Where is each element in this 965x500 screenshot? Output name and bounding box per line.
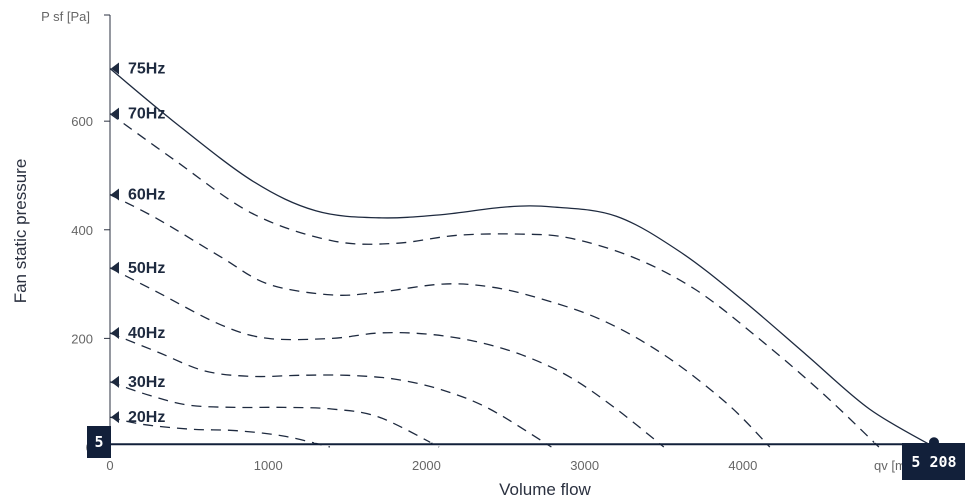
curve-label-20hz: 20Hz [128,409,165,426]
curve-40hz [109,332,552,448]
x-tick-label: 0 [106,458,113,473]
axes [104,14,111,447]
x-ticks: 0 1000 2000 3000 4000 [106,458,757,473]
x-unit-label: qv [m [874,458,906,473]
y-axis-title: Fan static pressure [11,159,30,304]
curve-label-40hz: 40Hz [128,325,165,342]
curve-label-50hz: 50Hz [128,260,165,277]
x-value-badge-bg [902,443,965,480]
x-tick-label: 1000 [254,458,283,473]
curve-30hz [109,381,440,448]
curve-labels: 75Hz 70Hz 60Hz 50Hz 40Hz 30Hz 20Hz [111,60,165,426]
y-value-badge-bg [87,426,111,458]
curve-marker-70hz [111,107,119,120]
curve-50hz [109,267,665,448]
x-tick-label: 4000 [728,458,757,473]
curves [109,68,935,448]
curve-label-70hz: 70Hz [128,106,165,123]
curve-label-75hz: 75Hz [128,60,165,77]
x-tick-label: 3000 [570,458,599,473]
y-tick-label: 200 [71,331,93,346]
x-value-badge-text: 5 208 [911,453,956,471]
curve-20hz [109,416,331,448]
curve-marker-40hz [111,326,119,339]
y-unit-label: P sf [Pa] [41,9,90,24]
curve-marker-30hz [111,375,119,388]
curve-60hz [109,193,771,448]
y-value-badge-text: 5 [94,433,103,451]
curve-label-30hz: 30Hz [128,374,165,391]
y-value-badge: 5 [87,426,111,458]
curve-marker-60hz [111,188,119,201]
operating-point[interactable] [110,437,939,448]
x-axis-title: Volume flow [499,480,591,499]
y-tick-label: 400 [71,223,93,238]
curve-70hz [109,113,880,448]
curve-75hz [109,68,935,448]
curve-marker-20hz [111,411,119,424]
y-ticks: 0200400600 [71,114,110,455]
curve-marker-75hz [111,62,119,75]
x-value-badge: 5 208 [902,443,965,480]
curve-marker-50hz [111,261,119,274]
x-tick-label: 2000 [412,458,441,473]
y-tick-label: 600 [71,114,93,129]
curve-label-60hz: 60Hz [128,186,165,203]
